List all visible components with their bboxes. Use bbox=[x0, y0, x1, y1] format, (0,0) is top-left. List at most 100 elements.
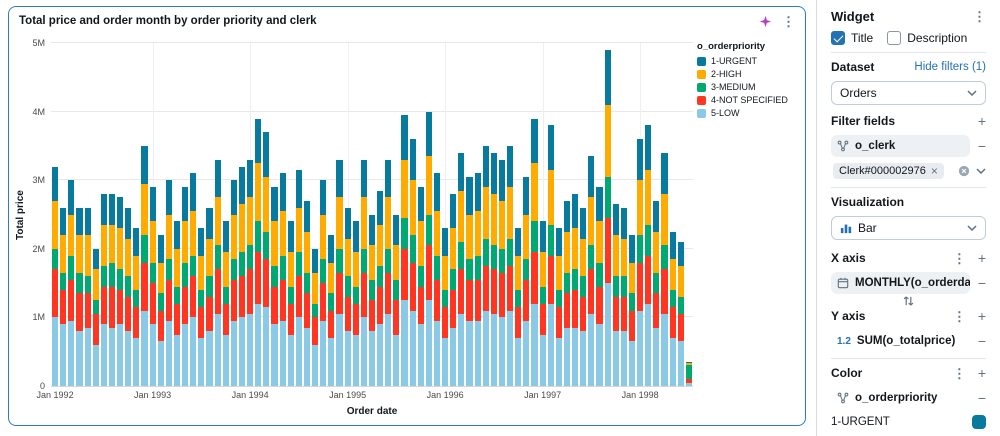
bar-segment[interactable] bbox=[336, 197, 343, 249]
bar-segment[interactable] bbox=[320, 214, 327, 260]
bar-segment[interactable] bbox=[182, 221, 189, 263]
bar-segment[interactable] bbox=[287, 221, 294, 253]
bar-segment[interactable] bbox=[303, 272, 310, 294]
bar-segment[interactable] bbox=[52, 200, 59, 249]
bar-1993-11[interactable] bbox=[230, 43, 237, 386]
bar-segment[interactable] bbox=[531, 118, 538, 164]
legend-item[interactable]: 2-HIGH bbox=[697, 69, 795, 79]
add-filter-field-button[interactable]: + bbox=[977, 113, 986, 129]
description-checkbox[interactable]: Description bbox=[887, 31, 967, 45]
bar-1998-02[interactable] bbox=[645, 43, 652, 386]
bar-segment[interactable] bbox=[498, 200, 505, 249]
bar-segment[interactable] bbox=[92, 300, 99, 314]
bar-segment[interactable] bbox=[108, 262, 115, 287]
bar-segment[interactable] bbox=[368, 300, 375, 332]
bar-segment[interactable] bbox=[133, 307, 140, 338]
bar-segment[interactable] bbox=[149, 187, 156, 222]
title-checkbox-box[interactable] bbox=[831, 31, 845, 45]
bar-1995-06[interactable] bbox=[385, 43, 392, 386]
bar-segment[interactable] bbox=[669, 289, 676, 308]
bar-segment[interactable] bbox=[385, 272, 392, 314]
bar-1996-11[interactable] bbox=[523, 43, 530, 386]
bar-segment[interactable] bbox=[92, 248, 99, 270]
bar-segment[interactable] bbox=[238, 252, 245, 277]
bar-segment[interactable] bbox=[515, 228, 522, 256]
bar-segment[interactable] bbox=[255, 303, 262, 386]
bar-segment[interactable] bbox=[482, 187, 489, 239]
bar-segment[interactable] bbox=[230, 214, 237, 260]
bar-segment[interactable] bbox=[68, 214, 75, 256]
bar-1997-06[interactable] bbox=[580, 43, 587, 386]
bar-segment[interactable] bbox=[377, 224, 384, 266]
bar-1994-02[interactable] bbox=[255, 43, 262, 386]
bar-segment[interactable] bbox=[409, 262, 416, 311]
bar-segment[interactable] bbox=[685, 382, 692, 386]
bar-segment[interactable] bbox=[76, 293, 83, 332]
bar-segment[interactable] bbox=[68, 279, 75, 321]
bar-segment[interactable] bbox=[645, 125, 652, 170]
bar-segment[interactable] bbox=[563, 272, 570, 294]
bar-segment[interactable] bbox=[255, 118, 262, 164]
bar-1995-05[interactable] bbox=[377, 43, 384, 386]
bar-segment[interactable] bbox=[572, 269, 579, 290]
bar-segment[interactable] bbox=[312, 317, 319, 345]
bar-segment[interactable] bbox=[328, 235, 335, 263]
bar-segment[interactable] bbox=[320, 180, 327, 215]
remove-x-axis-button[interactable]: − bbox=[977, 275, 986, 291]
bar-segment[interactable] bbox=[645, 303, 652, 386]
bar-1995-10[interactable] bbox=[417, 43, 424, 386]
bar-segment[interactable] bbox=[352, 303, 359, 335]
bar-segment[interactable] bbox=[393, 214, 400, 246]
bar-segment[interactable] bbox=[165, 259, 172, 280]
bar-segment[interactable] bbox=[539, 252, 546, 287]
bar-segment[interactable] bbox=[458, 313, 465, 386]
assistant-sparkle-icon[interactable] bbox=[759, 15, 772, 28]
bar-segment[interactable] bbox=[661, 313, 668, 386]
bar-1993-01[interactable] bbox=[149, 43, 156, 386]
bar-segment[interactable] bbox=[620, 331, 627, 386]
chart-widget-card[interactable]: Total price and order month by order pri… bbox=[8, 6, 806, 426]
x-axis-field[interactable]: MONTHLY(o_orderdate) bbox=[831, 272, 970, 294]
bar-segment[interactable] bbox=[344, 207, 351, 239]
bar-segment[interactable] bbox=[198, 228, 205, 256]
bar-1994-07[interactable] bbox=[295, 43, 302, 386]
bar-1992-07[interactable] bbox=[100, 43, 107, 386]
bar-segment[interactable] bbox=[490, 269, 497, 314]
bar-segment[interactable] bbox=[84, 293, 91, 328]
bar-segment[interactable] bbox=[417, 221, 424, 266]
bar-segment[interactable] bbox=[653, 272, 660, 294]
bar-segment[interactable] bbox=[637, 262, 644, 311]
bar-segment[interactable] bbox=[555, 255, 562, 290]
bar-segment[interactable] bbox=[572, 289, 579, 328]
bar-segment[interactable] bbox=[547, 224, 554, 256]
bar-segment[interactable] bbox=[76, 207, 83, 236]
bar-segment[interactable] bbox=[360, 272, 367, 318]
bar-segment[interactable] bbox=[637, 180, 644, 236]
bar-segment[interactable] bbox=[474, 320, 481, 386]
bar-segment[interactable] bbox=[247, 159, 254, 198]
bar-segment[interactable] bbox=[515, 255, 522, 290]
bar-segment[interactable] bbox=[271, 286, 278, 325]
bar-segment[interactable] bbox=[450, 327, 457, 386]
bar-segment[interactable] bbox=[628, 293, 635, 311]
bar-segment[interactable] bbox=[352, 252, 359, 287]
bar-1995-08[interactable] bbox=[401, 43, 408, 386]
bar-segment[interactable] bbox=[377, 324, 384, 386]
bar-segment[interactable] bbox=[385, 197, 392, 249]
bar-segment[interactable] bbox=[238, 166, 245, 205]
bar-segment[interactable] bbox=[409, 235, 416, 263]
bar-1995-04[interactable] bbox=[368, 43, 375, 386]
bar-segment[interactable] bbox=[206, 276, 213, 297]
bar-segment[interactable] bbox=[620, 207, 627, 239]
bar-segment[interactable] bbox=[393, 245, 400, 280]
clear-filter-icon[interactable] bbox=[958, 165, 970, 177]
bar-segment[interactable] bbox=[52, 317, 59, 386]
bar-segment[interactable] bbox=[271, 221, 278, 266]
bar-segment[interactable] bbox=[182, 286, 189, 325]
bar-1997-12[interactable] bbox=[628, 43, 635, 386]
bar-segment[interactable] bbox=[368, 279, 375, 301]
bar-segment[interactable] bbox=[677, 296, 684, 314]
bar-1992-05[interactable] bbox=[84, 43, 91, 386]
bar-segment[interactable] bbox=[409, 180, 416, 236]
bar-segment[interactable] bbox=[157, 293, 164, 311]
